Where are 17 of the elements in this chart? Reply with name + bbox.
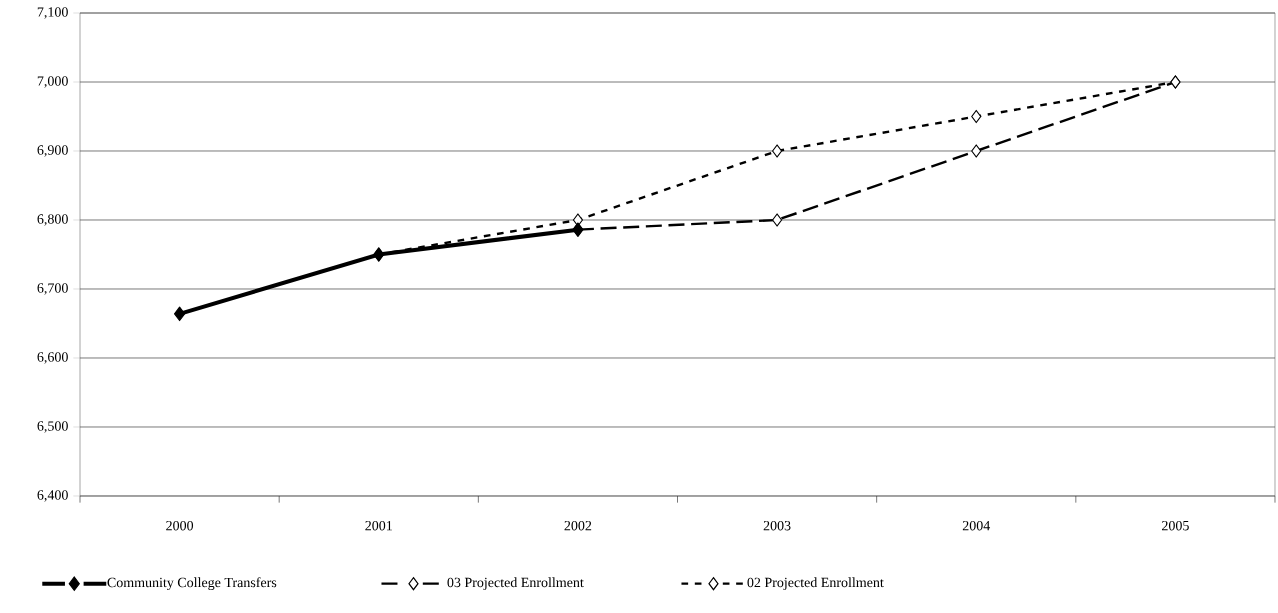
y-tick-label: 6,800 bbox=[37, 214, 68, 226]
legend-label: 02 Projected Enrollment bbox=[747, 577, 884, 590]
x-tick-label: 2001 bbox=[365, 520, 392, 531]
x-tick-label: 2005 bbox=[1162, 520, 1189, 531]
y-tick-label: 6,400 bbox=[37, 490, 68, 502]
legend-label: Community College Transfers bbox=[107, 577, 277, 591]
x-tick-label: 2002 bbox=[564, 520, 592, 531]
x-tick-label: 2003 bbox=[763, 520, 791, 531]
x-tick-label: 2004 bbox=[962, 520, 991, 531]
y-tick-label: 6,600 bbox=[37, 352, 68, 364]
y-tick-label: 7,100 bbox=[37, 7, 68, 19]
y-tick-label: 7,000 bbox=[37, 76, 68, 88]
legend-label: 03 Projected Enrollment bbox=[447, 577, 584, 590]
x-tick-label: 2000 bbox=[166, 520, 194, 531]
y-tick-label: 6,700 bbox=[37, 283, 68, 295]
y-tick-label: 6,500 bbox=[37, 421, 68, 433]
y-tick-label: 6,900 bbox=[37, 145, 68, 157]
